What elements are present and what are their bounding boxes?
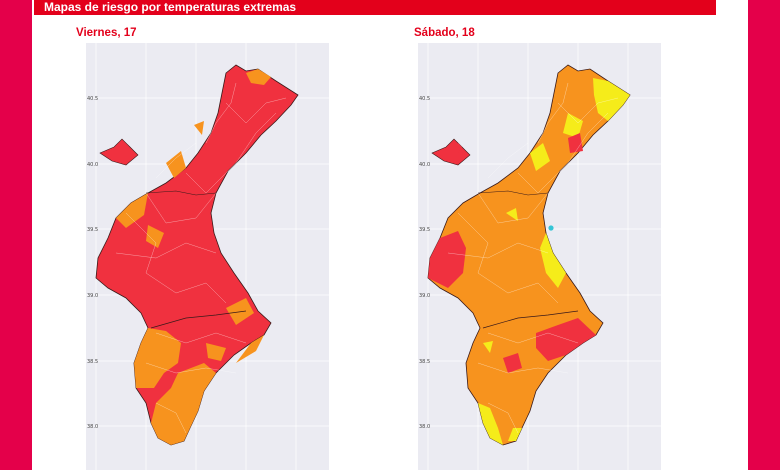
risk-map-saturday: 40.5 40.0 39.5 39.0 38.5 38.0 xyxy=(418,43,661,470)
municipal-borders-friday xyxy=(115,82,287,434)
y-tick: 40.5 xyxy=(87,96,98,102)
province-border-saturday-north xyxy=(477,190,549,196)
province-border-friday-north xyxy=(145,190,217,196)
y-axis-ticks-friday: 40.5 40.0 39.5 39.0 38.5 38.0 xyxy=(87,96,98,430)
exclave-shape-friday xyxy=(99,138,139,166)
cyan-risk-marker xyxy=(548,225,554,231)
municipal-borders-saturday xyxy=(447,82,619,434)
province-border-saturday xyxy=(482,310,579,329)
red-risk-areas-saturday xyxy=(428,133,596,373)
header-banner: Mapas de riesgo por temperaturas extrema… xyxy=(34,0,716,15)
map-svg-saturday: 40.5 40.0 39.5 39.0 38.5 38.0 xyxy=(418,43,661,470)
y-tick: 38.5 xyxy=(87,359,98,365)
y-tick: 39.5 xyxy=(419,227,430,233)
y-tick: 38.0 xyxy=(419,424,430,430)
y-tick: 39.5 xyxy=(87,227,98,233)
map-svg-friday: 40.5 40.0 39.5 39.0 38.5 38.0 xyxy=(86,43,329,470)
exclave-shape-saturday xyxy=(431,138,471,166)
y-tick: 38.5 xyxy=(419,359,430,365)
risk-map-friday: 40.5 40.0 39.5 39.0 38.5 38.0 xyxy=(86,43,329,470)
page-title: Mapas de riesgo por temperaturas extrema… xyxy=(44,0,297,14)
y-tick: 39.0 xyxy=(419,293,430,299)
panel-title-friday: Viernes, 17 xyxy=(76,27,137,39)
panel-title-saturday: Sábado, 18 xyxy=(414,27,475,39)
y-tick: 39.0 xyxy=(87,293,98,299)
y-tick: 40.0 xyxy=(87,162,98,168)
y-tick: 40.5 xyxy=(419,96,430,102)
y-tick: 38.0 xyxy=(87,424,98,430)
y-axis-ticks-saturday: 40.5 40.0 39.5 39.0 38.5 38.0 xyxy=(419,96,430,430)
province-border-friday xyxy=(150,310,247,329)
y-tick: 40.0 xyxy=(419,162,430,168)
